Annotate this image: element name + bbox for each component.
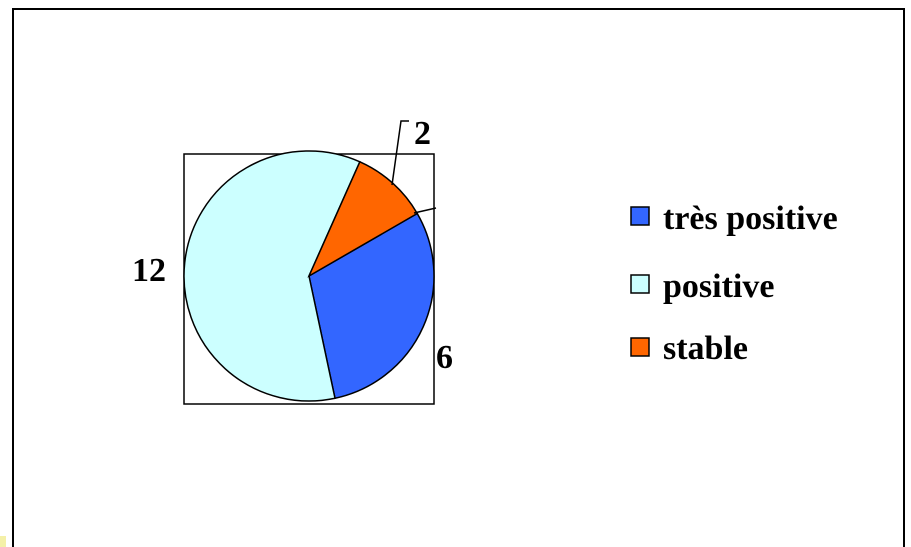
corner-accent	[0, 536, 6, 547]
chart-frame	[12, 8, 905, 547]
legend-swatch-tres-positive	[630, 206, 650, 226]
legend-swatch-positive	[630, 274, 650, 294]
leader-line-tres-positive	[413, 207, 437, 214]
legend-swatch-stable	[630, 337, 650, 357]
leader-lines	[391, 120, 437, 214]
leader-line-stable	[391, 120, 409, 186]
pie-slice-tres-positive	[308, 212, 435, 400]
data-label-stable: 2	[414, 115, 431, 152]
data-label-tres-positive: 6	[436, 339, 453, 376]
legend-label-stable: stable	[663, 330, 748, 367]
legend: très positive positive stable	[630, 200, 838, 367]
data-labels: 12 2 6	[132, 115, 453, 376]
pie-slices	[183, 150, 435, 402]
legend-label-positive: positive	[663, 268, 774, 305]
data-label-positive: 12	[132, 252, 166, 289]
pie-slice-positive	[183, 150, 361, 402]
legend-label-tres-positive: très positive	[663, 200, 838, 237]
